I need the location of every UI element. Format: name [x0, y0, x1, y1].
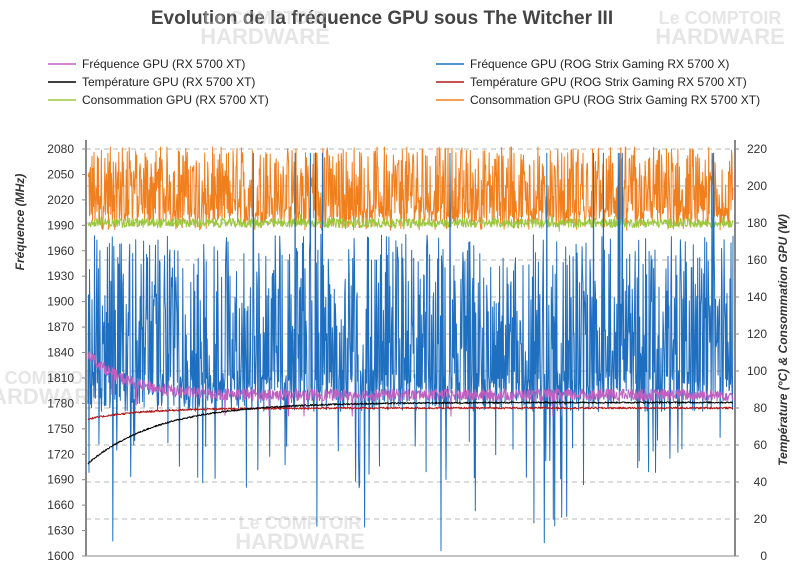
right-tick-label: 40	[754, 475, 768, 489]
series-line-rx-temperature	[87, 401, 734, 465]
right-tick-label: 200	[747, 179, 767, 193]
left-tick-label: 1900	[47, 295, 74, 309]
right-axis-title: Température (°C) & Consommation GPU (W)	[776, 214, 790, 466]
left-tick-label: 2080	[47, 142, 74, 156]
left-tick-label: 2050	[47, 167, 74, 181]
series-line-rx-consumption	[87, 213, 734, 232]
left-tick-label: 1840	[47, 346, 74, 360]
watermark-text-top: Le COMPTOIR	[204, 8, 327, 28]
axes	[85, 140, 736, 557]
legend-label: Fréquence GPU (ROG Strix Gaming RX 5700 …	[470, 57, 729, 71]
left-tick-label: 1960	[47, 244, 74, 258]
left-tick-label: 1600	[47, 549, 74, 563]
right-tick-label: 160	[747, 253, 767, 267]
right-tick-label: 120	[747, 327, 767, 341]
left-tick-label: 2020	[47, 193, 74, 207]
left-tick-label: 1660	[47, 498, 74, 512]
legend-label: Température GPU (ROG Strix Gaming RX 570…	[470, 75, 747, 89]
chart-title: Evolution de la fréquence GPU sous The W…	[151, 8, 613, 29]
right-axis-ticks: 0 20 40 60 80 100 120 140 160 180 200 220	[735, 142, 767, 563]
right-tick-label: 180	[747, 216, 767, 230]
watermark-text-bottom: HARDWARE	[200, 24, 330, 49]
series-group	[87, 146, 734, 552]
left-tick-label: 1870	[47, 320, 74, 334]
legend: Fréquence GPU (RX 5700 XT) Fréquence GPU …	[48, 57, 760, 107]
watermark-text-top: Le COMPTOIR	[0, 368, 101, 388]
right-tick-label: 140	[747, 290, 767, 304]
legend-label: Consommation GPU (ROG Strix Gaming RX 57…	[470, 93, 760, 107]
series-line-rog-consumption	[87, 146, 734, 231]
left-tick-label: 1720	[47, 447, 74, 461]
left-tick-label: 1930	[47, 269, 74, 283]
series-line-rog-frequency	[87, 152, 734, 552]
right-tick-label: 20	[754, 512, 768, 526]
left-tick-label: 1630	[47, 524, 74, 538]
left-tick-label: 1810	[47, 371, 74, 385]
left-axis-title: Fréquence (MHz)	[13, 174, 27, 271]
watermark-text-top: Le COMPTOIR	[239, 513, 362, 533]
left-tick-label: 1990	[47, 218, 74, 232]
right-tick-label: 220	[747, 142, 767, 156]
right-tick-label: 100	[747, 364, 767, 378]
watermark-text-bottom: HARDWARE	[235, 529, 365, 554]
legend-label: Consommation GPU (RX 5700 XT)	[82, 93, 269, 107]
left-tick-label: 1780	[47, 396, 74, 410]
left-axis-ticks: 1600 1630 1660 1690 1720 1750 1780 1810 1840 1870…	[47, 142, 86, 563]
watermark-text-bottom: HARDWARE	[0, 384, 105, 409]
watermark-text-top: Le COMPTOIR	[659, 8, 782, 28]
series-line-rx-frequency	[87, 351, 734, 417]
legend-label: Fréquence GPU (RX 5700 XT)	[82, 57, 245, 71]
legend-label: Température GPU (RX 5700 XT)	[82, 75, 255, 89]
left-tick-label: 1690	[47, 473, 74, 487]
right-tick-label: 60	[754, 438, 768, 452]
watermark-text-bottom: HARDWARE	[655, 24, 785, 49]
right-tick-label: 80	[754, 401, 768, 415]
right-tick-label: 0	[760, 549, 767, 563]
series-line-rog-temperature	[87, 406, 734, 421]
left-tick-label: 1750	[47, 422, 74, 436]
